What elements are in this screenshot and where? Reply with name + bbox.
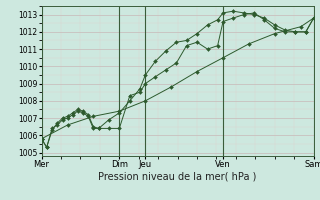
X-axis label: Pression niveau de la mer( hPa ): Pression niveau de la mer( hPa )	[99, 172, 257, 182]
